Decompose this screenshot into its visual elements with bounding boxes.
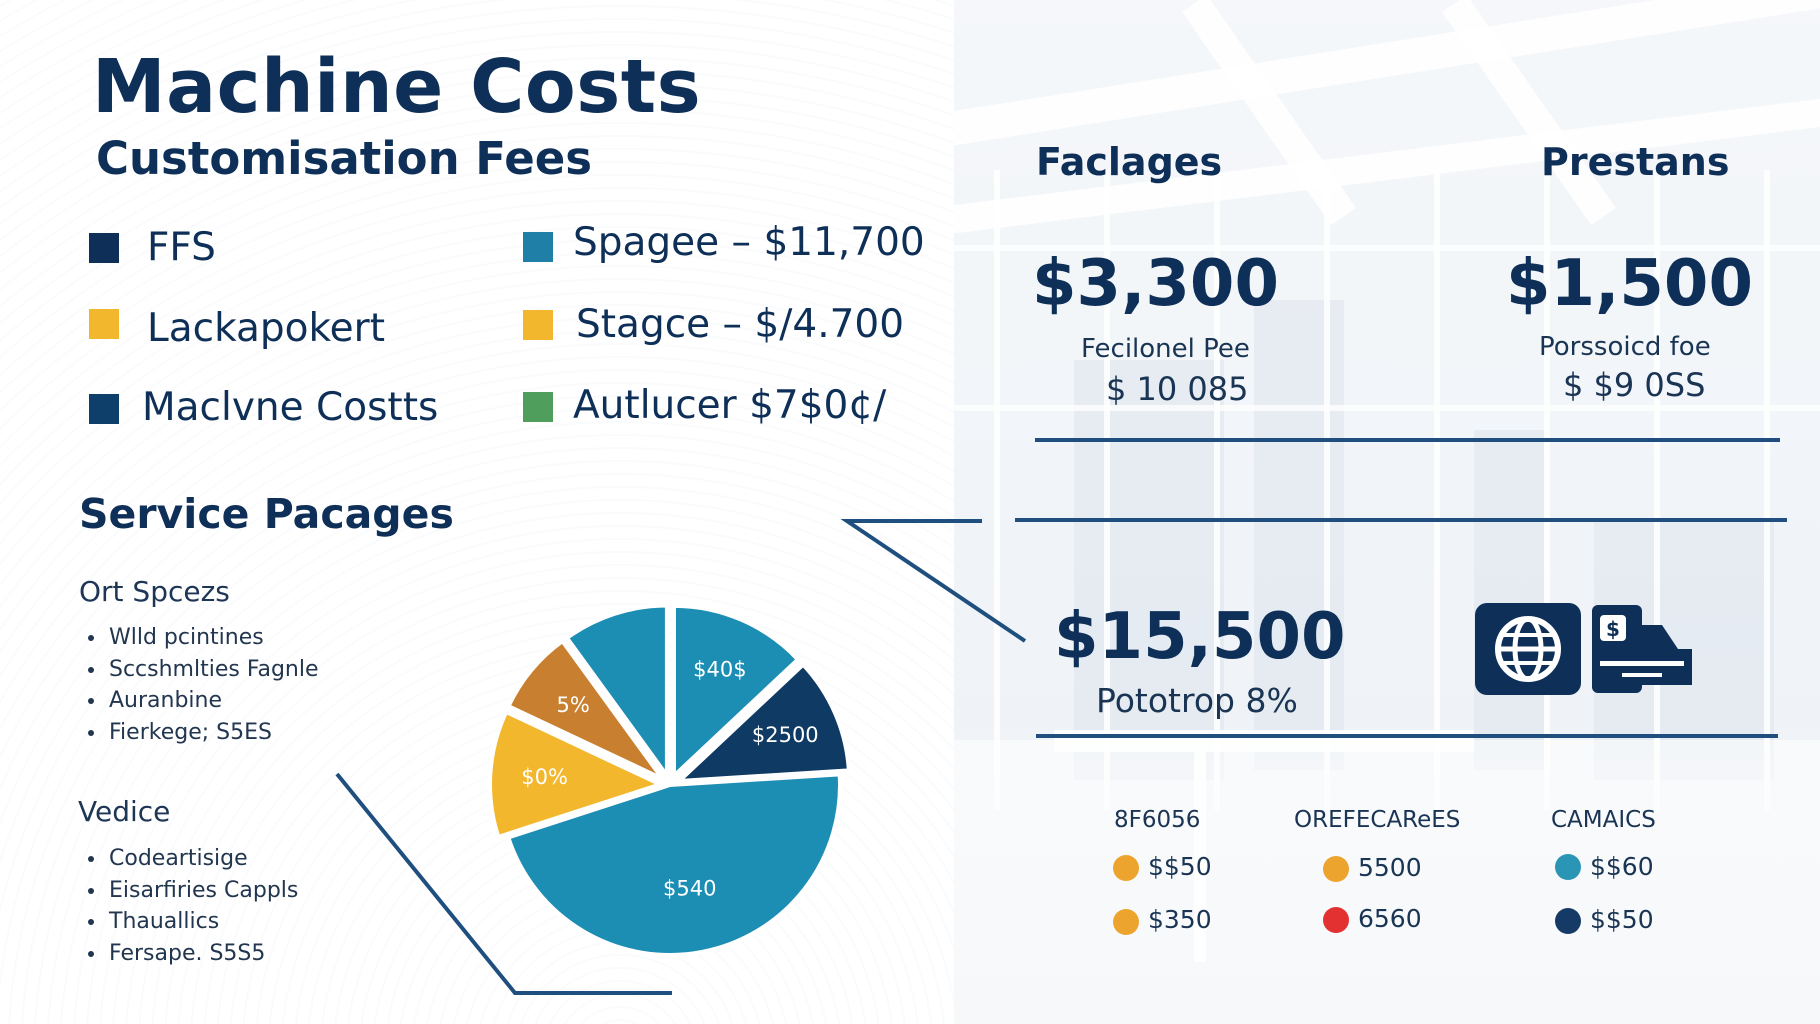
packages-heading: Faclages	[1036, 140, 1223, 184]
globe-icon	[1475, 603, 1581, 695]
footer-column-heading: OREFECAReES	[1294, 807, 1461, 833]
service-group-list: Codeartisige Eisarfiries Cappls Thaualli…	[79, 843, 298, 969]
pie-labels: $40$ $2500 $540 $0% 5%	[521, 658, 818, 901]
pie-slice	[671, 603, 801, 781]
skyline-building	[1474, 430, 1544, 770]
pie-slice	[564, 603, 669, 782]
status-dot	[1323, 907, 1349, 933]
legend-swatch	[523, 310, 553, 340]
packages-label: Fecilonel Pee	[1081, 334, 1250, 364]
window-mullion	[1324, 170, 1330, 810]
footer-value: $$50	[1590, 905, 1654, 934]
status-dot	[1113, 855, 1139, 881]
divider-rule	[1036, 734, 1778, 738]
legend-label: Maclvne Costts	[142, 385, 439, 430]
pie-data-label: $2500	[752, 723, 819, 747]
payment-icon: $	[1592, 605, 1692, 693]
pie-slices	[488, 603, 851, 958]
packages-sub-value: $ 10 085	[1106, 370, 1249, 408]
list-item: Fierkege; S5ES	[107, 717, 319, 749]
status-dot	[1555, 854, 1581, 880]
footer-column-heading: CAMAICS	[1551, 807, 1656, 833]
list-item: Eisarfiries Cappls	[107, 875, 298, 907]
legend-label: Lackapokert	[147, 306, 385, 351]
legend-swatch	[89, 309, 119, 339]
office-floor	[954, 740, 1820, 1024]
presets-sub-value: $ $9 0SS	[1563, 366, 1706, 404]
list-item: Auranbine	[107, 685, 319, 717]
status-dot	[1555, 908, 1581, 934]
footer-value: 5500	[1358, 853, 1422, 882]
legend-label: Stagce – $/4.700	[576, 302, 905, 347]
pie-data-label: $540	[663, 877, 716, 901]
service-group-heading: Vedice	[78, 795, 171, 828]
svg-text:$: $	[1606, 617, 1620, 641]
window-mullion	[1654, 170, 1660, 810]
footer-value: 6560	[1358, 904, 1422, 933]
backdrop-wash	[954, 0, 1820, 1024]
pie-slice	[488, 709, 666, 840]
total-value: $15,500	[1054, 600, 1346, 674]
footer-value: $350	[1148, 905, 1212, 934]
skyline-building	[1074, 360, 1224, 780]
status-dot	[1113, 909, 1139, 935]
packages-value: $3,300	[1032, 247, 1279, 321]
service-packages-heading: Service Pacages	[79, 490, 454, 538]
legend-swatch	[89, 394, 119, 424]
window-mullion	[1104, 170, 1110, 810]
footer-value: $$60	[1590, 852, 1654, 881]
window-transom	[954, 405, 1820, 411]
footer-column-heading: 8F6056	[1114, 807, 1201, 833]
legend-swatch	[523, 392, 553, 422]
desk-leg	[1194, 752, 1206, 962]
legend-swatch	[523, 232, 553, 262]
page-subtitle: Customisation Fees	[96, 132, 593, 185]
list-item: Codeartisige	[107, 843, 298, 875]
list-item: Fersape. S5S5	[107, 938, 298, 970]
legend-swatch	[89, 233, 119, 263]
footer-value: $$50	[1148, 852, 1212, 881]
status-dot	[1323, 856, 1349, 882]
window-mullion	[1214, 170, 1220, 810]
divider-rule	[1015, 518, 1787, 522]
pie-slice	[505, 772, 842, 958]
list-item: Thauallics	[107, 906, 298, 938]
pie-data-label: $0%	[521, 765, 568, 789]
pie-data-label: 5%	[557, 693, 590, 717]
presets-heading: Prestans	[1541, 140, 1730, 184]
legend-label: Autlucer $7$0¢/	[573, 383, 887, 428]
pie-chart: $40$ $2500 $540 $0% 5%	[488, 603, 851, 958]
pie-data-label: $40$	[693, 658, 746, 682]
total-label: Pototrop 8%	[1096, 681, 1298, 720]
legend-label: FFS	[147, 225, 216, 270]
window-mullion	[994, 170, 1000, 810]
window-mullion	[1764, 170, 1770, 810]
window-mullion	[1434, 170, 1440, 810]
window-mullion	[1544, 170, 1550, 810]
list-item: Wlld pcintines	[107, 622, 319, 654]
pie-slice	[505, 638, 664, 781]
service-group-list: Wlld pcintines Sccshmlties Fagnle Auranb…	[79, 622, 319, 748]
presets-value: $1,500	[1506, 247, 1753, 321]
list-item: Sccshmlties Fagnle	[107, 654, 319, 686]
page-title: Machine Costs	[92, 44, 702, 130]
service-group-heading: Ort Spcezs	[79, 575, 230, 608]
divider-rule	[1035, 438, 1780, 442]
legend-label: Spagee – $11,700	[573, 220, 925, 265]
pie-slice	[673, 661, 851, 784]
presets-label: Porssoicd foe	[1539, 332, 1711, 362]
window-transom	[954, 245, 1820, 251]
